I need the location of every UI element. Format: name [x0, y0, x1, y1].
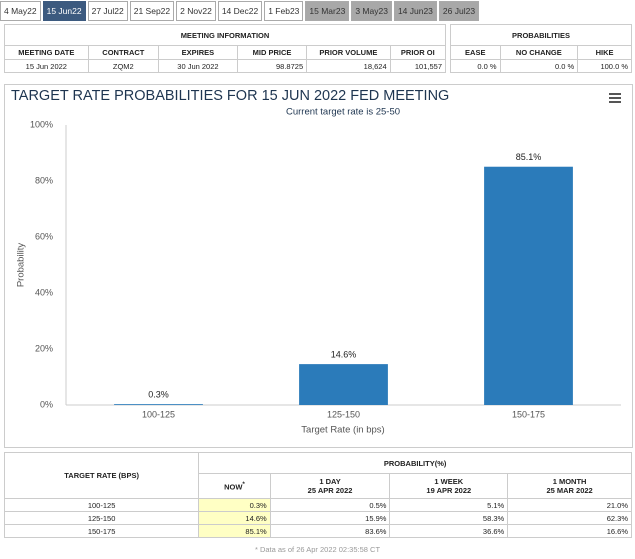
header-row: MEETING DATE CONTRACT EXPIRES MID PRICE PRIO… — [4, 45, 447, 60]
cell: 101,557 — [389, 59, 447, 73]
cell: 0.3% — [198, 498, 271, 512]
tab-bar: 4 May22 15 Jun22 27 Jul22 21 Sep22 2 Nov22 14… — [0, 1, 480, 21]
tab[interactable]: 27 Jul22 — [87, 1, 128, 21]
footnote: * Data as of 26 Apr 2022 02:35:58 CT — [254, 545, 381, 554]
cell: 125-150 — [3, 511, 200, 525]
history-table: TARGET RATE (BPS) PROBABILITY(%) NOW* 1 DAY… — [3, 452, 632, 538]
tab[interactable]: 3 May23 — [351, 1, 392, 21]
column-header: MID PRICE — [236, 45, 308, 60]
tab[interactable]: 4 May22 — [0, 1, 41, 21]
cell: 16.6% — [507, 524, 632, 538]
column-header: PRIOR OI — [389, 45, 447, 60]
value-label: 14.6% — [331, 349, 357, 359]
tab[interactable]: 21 Sep22 — [129, 1, 175, 21]
y-tick-label: 0% — [40, 399, 53, 409]
cell: 0.0 % — [499, 59, 579, 73]
table-title: PROBABILITIES — [450, 24, 632, 46]
column-header: EXPIRES — [157, 45, 238, 60]
data-row: 125-150 14.6% 15.9% 58.3% 62.3% — [3, 511, 632, 525]
bar — [299, 364, 388, 405]
cell: 15.9% — [269, 511, 391, 525]
probabilities-table: PROBABILITIES EASE NO CHANGE HIKE 0.0 % 0.0 %… — [450, 24, 632, 73]
y-tick-label: 40% — [35, 287, 53, 297]
group-row: TARGET RATE (BPS) PROBABILITY(%) — [3, 452, 632, 499]
cell: 62.3% — [507, 511, 632, 525]
column-label: 1 MONTH — [552, 477, 587, 486]
data-row: 0.0 % 0.0 % 100.0 % — [450, 59, 632, 73]
cell: 100.0 % — [577, 59, 632, 73]
cell: 36.6% — [389, 524, 509, 538]
tab[interactable]: 2 Nov22 — [176, 1, 216, 21]
data-row: 100-125 0.3% 0.5% 5.1% 21.0% — [3, 498, 632, 512]
header-row: EASE NO CHANGE HIKE — [450, 45, 632, 60]
cell: 85.1% — [198, 524, 271, 538]
tab[interactable]: 15 Mar23 — [305, 1, 350, 21]
title-row: PROBABILITIES — [450, 24, 632, 46]
header-row: NOW* 1 DAY 25 APR 2022 1 WEEK 19 APR 2022 1 M… — [5, 473, 632, 499]
x-axis-label: Target Rate (in bps) — [301, 425, 384, 436]
tab[interactable]: 26 Jul23 — [438, 1, 480, 21]
tab[interactable]: 15 Jun22 — [42, 1, 86, 21]
chart-subtitle: Current target rate is 25-50 — [286, 107, 400, 118]
column-date: 25 APR 2022 — [307, 486, 353, 495]
bar — [114, 404, 203, 405]
column-date: 19 APR 2022 — [426, 486, 472, 495]
value-label: 85.1% — [516, 152, 542, 162]
cell: 5.1% — [389, 498, 509, 512]
cell: 0.5% — [269, 498, 391, 512]
chart-panel: TARGET RATE PROBABILITIES FOR 15 JUN 202… — [4, 84, 633, 448]
y-axis-label: Probability — [16, 243, 27, 288]
column-header: NO CHANGE — [499, 45, 579, 60]
cell: 14.6% — [198, 511, 271, 525]
chart: TARGET RATE PROBABILITIES FOR 15 JUN 202… — [11, 88, 621, 436]
meeting-info-table: MEETING INFORMATION MEETING DATE CONTRACT E… — [4, 24, 447, 73]
cell: ZQM2 — [87, 59, 159, 73]
tab[interactable]: 14 Dec22 — [217, 1, 263, 21]
cell: 150-175 — [3, 524, 200, 538]
cell: 0.0 % — [450, 59, 501, 73]
cell: 30 Jun 2022 — [157, 59, 238, 73]
column-header: 1 WEEK 19 APR 2022 — [389, 473, 509, 499]
x-tick-label: 150-175 — [512, 409, 545, 419]
column-header: HIKE — [577, 45, 632, 60]
y-tick-label: 80% — [35, 175, 53, 185]
x-tick-label: 100-125 — [142, 409, 175, 419]
chart-title: TARGET RATE PROBABILITIES FOR 15 JUN 202… — [11, 88, 449, 104]
column-label: 1 WEEK — [434, 477, 464, 486]
column-header: TARGET RATE (BPS) — [3, 452, 200, 499]
column-header: 1 DAY 25 APR 2022 — [269, 473, 391, 499]
y-tick-label: 20% — [35, 343, 53, 353]
tab[interactable]: 1 Feb23 — [264, 1, 304, 21]
group-header: PROBABILITY(%) — [198, 452, 632, 474]
column-mark: * — [242, 480, 245, 488]
tab[interactable]: 14 Jun23 — [393, 1, 437, 21]
column-date: 25 MAR 2022 — [546, 486, 593, 495]
column-header: EASE — [450, 45, 501, 60]
column-header: CONTRACT — [87, 45, 159, 60]
column-header: PRIOR VOLUME — [306, 45, 391, 60]
column-header: NOW* — [198, 473, 271, 499]
data-row: 15 Jun 2022 ZQM2 30 Jun 2022 98.8725 18,624 1… — [4, 59, 447, 73]
column-header: MEETING DATE — [4, 45, 89, 60]
column-label: 1 DAY — [319, 477, 341, 486]
cell: 100-125 — [3, 498, 200, 512]
cell: 98.8725 — [236, 59, 308, 73]
title-row: MEETING INFORMATION — [4, 24, 446, 46]
bar — [484, 166, 573, 405]
column-header: 1 MONTH 25 MAR 2022 — [507, 473, 632, 499]
menu-button[interactable] — [609, 93, 621, 103]
table-title: MEETING INFORMATION — [4, 24, 446, 46]
cell: 83.6% — [269, 524, 391, 538]
y-tick-label: 100% — [30, 119, 53, 129]
column-label: NOW — [224, 482, 243, 492]
cell: 15 Jun 2022 — [4, 59, 89, 73]
value-label: 0.3% — [148, 390, 169, 400]
x-tick-label: 125-150 — [327, 409, 360, 419]
data-row: 150-175 85.1% 83.6% 36.6% 16.6% — [3, 524, 632, 538]
cell: 58.3% — [389, 511, 509, 525]
cell: 21.0% — [507, 498, 632, 512]
y-tick-label: 60% — [35, 231, 53, 241]
cell: 18,624 — [306, 59, 391, 73]
